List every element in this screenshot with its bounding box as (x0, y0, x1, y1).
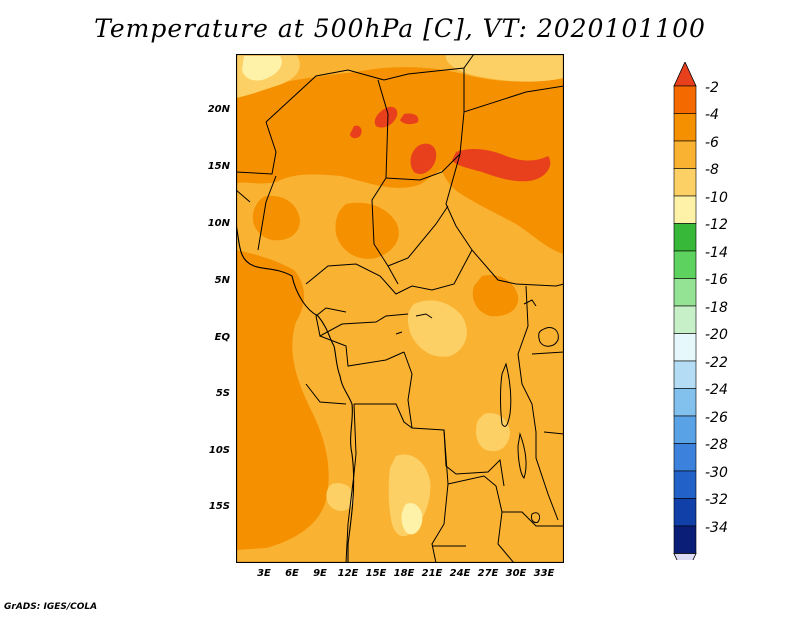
colorbar-label: -4 (705, 107, 719, 123)
colorbar-segment (673, 168, 697, 197)
colorbar-label: -34 (705, 520, 728, 536)
lat-tick-label: 10N (207, 218, 230, 229)
colorbar-label: -16 (705, 272, 728, 288)
colorbar (673, 62, 697, 560)
chart-title: Temperature at 500hPa [C], VT: 202010110… (94, 14, 706, 43)
lon-tick-label: 33E (533, 568, 555, 579)
lon-tick-label: 27E (477, 568, 499, 579)
colorbar-label: -22 (705, 355, 728, 371)
lon-tick-label: 9E (313, 568, 327, 579)
colorbar-label: -6 (705, 135, 719, 151)
colorbar-segment (673, 415, 697, 444)
colorbar-segment (673, 525, 697, 554)
colorbar-segment (673, 333, 697, 362)
colorbar-label: -32 (705, 492, 728, 508)
lon-tick-label: 18E (393, 568, 415, 579)
lon-tick-label: 21E (421, 568, 443, 579)
colorbar-segment (673, 498, 697, 527)
colorbar-label: -14 (705, 245, 728, 261)
colorbar-label: -12 (705, 217, 728, 233)
coastline (236, 223, 355, 563)
colorbar-label: -24 (705, 382, 728, 398)
grads-credit: GrADS: IGES/COLA (4, 602, 98, 612)
colorbar-label: -28 (705, 437, 728, 453)
lat-tick-label: 5N (214, 275, 230, 286)
lon-tick-label: 6E (285, 568, 299, 579)
colorbar-label: -10 (705, 190, 728, 206)
colorbar-segment (673, 470, 697, 499)
colorbar-label: -30 (705, 465, 728, 481)
colorbar-top-arrow (673, 62, 697, 87)
colorbar-label: -8 (705, 162, 719, 178)
temperature-map (236, 54, 564, 563)
lat-tick-label: EQ (214, 332, 230, 343)
colorbar-segment (673, 278, 697, 307)
lon-tick-label: 30E (505, 568, 527, 579)
lat-tick-label: 10S (208, 445, 230, 456)
colorbar-label: -18 (705, 300, 728, 316)
lakes (395, 299, 559, 523)
lon-tick-label: 3E (257, 568, 271, 579)
colorbar-segment (673, 305, 697, 334)
lat-tick-label: 5S (215, 388, 230, 399)
lon-tick-label: 12E (337, 568, 359, 579)
lat-tick-label: 15N (207, 161, 230, 172)
region-minus-10 (242, 56, 423, 535)
colorbar-segment (673, 250, 697, 279)
colorbar-label: -20 (705, 327, 728, 343)
lon-tick-label: 24E (449, 568, 471, 579)
lat-tick-label: 20N (207, 104, 230, 115)
colorbar-bottom-arrow (673, 553, 697, 560)
colorbar-label: -26 (705, 410, 728, 426)
lat-tick-label: 15S (208, 501, 230, 512)
colorbar-segment (673, 388, 697, 417)
map-border (236, 54, 564, 563)
colorbar-segment (673, 113, 697, 142)
country-borders (236, 54, 564, 563)
colorbar-segment (673, 195, 697, 224)
colorbar-segment (673, 85, 697, 114)
region-minus-2 (350, 106, 551, 182)
colorbar-segment (673, 443, 697, 472)
colorbar-segment (673, 223, 697, 252)
colorbar-segment (673, 140, 697, 169)
colorbar-segment (673, 360, 697, 389)
lon-tick-label: 15E (365, 568, 387, 579)
colorbar-label: -2 (705, 80, 719, 96)
